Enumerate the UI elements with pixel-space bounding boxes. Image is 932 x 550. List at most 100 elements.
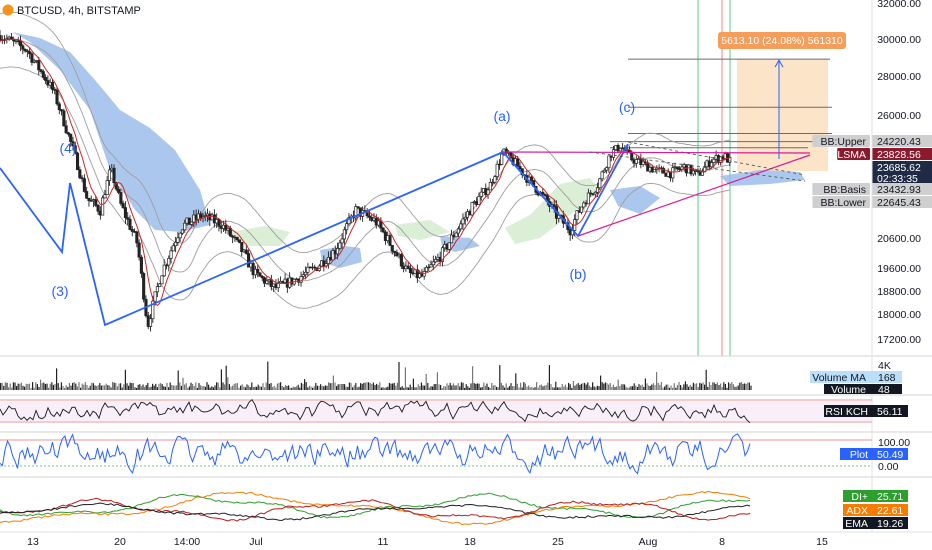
volume-bar — [548, 365, 550, 390]
volume-bar — [382, 387, 384, 390]
wave-label: (b) — [569, 266, 586, 282]
volume-bar — [384, 387, 386, 390]
dashed-trend-upper — [627, 141, 806, 176]
candle — [710, 159, 714, 169]
volume-bar — [73, 382, 75, 390]
candle-body-down — [130, 229, 134, 232]
volume-bar — [420, 382, 422, 390]
candle-body-up — [153, 291, 157, 302]
volume-bar — [478, 383, 480, 390]
volume-bar — [620, 384, 622, 390]
candle-body-down — [44, 77, 48, 81]
candle — [618, 148, 622, 152]
candle-body-down — [388, 235, 392, 246]
candle — [680, 163, 684, 172]
volume-bar — [28, 383, 30, 390]
volume-bar — [600, 375, 602, 390]
candle — [101, 195, 105, 216]
volume-bar — [281, 385, 283, 390]
candle — [55, 86, 59, 106]
volume-bar — [580, 383, 582, 390]
volume-bar — [17, 383, 19, 390]
volume-bar — [182, 377, 184, 390]
volume-bar — [142, 384, 144, 390]
volume-bar — [238, 387, 240, 390]
pane-separators — [0, 0, 932, 532]
volume-bar — [361, 383, 363, 390]
volume-bar — [225, 365, 227, 390]
volume-bar — [272, 387, 274, 390]
volume-bar — [99, 383, 101, 390]
volume-bar — [552, 387, 554, 390]
rsi-value-box — [872, 405, 908, 417]
volume-bar — [344, 384, 346, 390]
volume-bar — [700, 383, 702, 390]
volume-bar — [156, 387, 158, 390]
volume-bar — [731, 382, 733, 390]
volume-bar — [657, 382, 659, 390]
time-tick-label: 25 — [552, 536, 564, 548]
plot-value: 50.49 — [877, 449, 903, 461]
volume-bar — [6, 382, 8, 390]
volume-bar — [544, 385, 546, 390]
volume-bar — [427, 382, 429, 390]
wave-label: (c) — [619, 99, 635, 115]
candle-body-down — [64, 125, 68, 134]
volume-bar — [12, 382, 14, 390]
candle — [142, 271, 146, 303]
volume-bar — [595, 387, 597, 390]
candle-body-up — [582, 202, 586, 208]
time-axis[interactable]: 13 20 14:00 Jul 11 18 25 Aug 8 15 — [0, 531, 932, 548]
volume-bar — [208, 384, 210, 390]
candle-body-up — [440, 247, 444, 262]
candle — [30, 52, 34, 66]
candle — [199, 211, 203, 221]
volume-bar — [432, 386, 434, 390]
price-tick-label: 18000.00 — [877, 309, 921, 321]
volume-bar — [228, 384, 230, 390]
dmi-value: 22.61 — [877, 505, 903, 517]
chart-title: BTCUSD, 4h, BITSTAMP — [17, 5, 141, 17]
volume-bar — [492, 385, 494, 390]
volume-bar — [94, 385, 96, 390]
candle — [71, 136, 75, 151]
volume-bar — [680, 384, 682, 390]
price-tick-label: 20600.00 — [877, 233, 921, 245]
volume-bar — [283, 387, 285, 390]
volume-bar — [308, 385, 310, 390]
candle-body-down — [139, 256, 143, 274]
volume-bar — [288, 385, 290, 390]
volume-bar — [574, 385, 576, 390]
price-axis[interactable]: 32000.0030000.0028000.0026000.0024000.00… — [877, 0, 921, 346]
candle-body-down — [616, 145, 620, 152]
volume-bar — [488, 387, 490, 390]
candle — [456, 226, 460, 238]
volume-bar — [734, 386, 736, 390]
candle — [602, 168, 606, 173]
volume-bar — [696, 383, 698, 390]
candle-body-down — [71, 141, 75, 147]
volume-bar — [224, 384, 226, 390]
triangle-pattern[interactable] — [502, 141, 811, 237]
candle — [611, 146, 616, 161]
price-label-value: 24220.43 — [877, 136, 921, 148]
volume-bar — [72, 382, 74, 390]
candle-body-down — [23, 48, 27, 52]
volume-ma-value: 168 — [878, 372, 896, 384]
volume-bar — [161, 384, 163, 390]
candle — [504, 146, 508, 156]
candle-body-up — [600, 171, 604, 180]
price-label-value: 23432.93 — [877, 184, 921, 196]
volume-bar — [352, 387, 354, 390]
volume-bar — [542, 386, 544, 390]
long-position-tool[interactable]: 5613.10 (24.08%) 561310 — [718, 32, 846, 172]
candle-body-up — [470, 202, 474, 216]
time-tick-label: 15 — [816, 536, 828, 548]
cloud-segment-5 — [395, 220, 450, 240]
candle — [390, 244, 394, 255]
price-tick-label: 28000.00 — [877, 71, 921, 83]
volume-bar — [355, 383, 357, 390]
volume-bar — [139, 384, 141, 390]
candle — [160, 275, 164, 285]
